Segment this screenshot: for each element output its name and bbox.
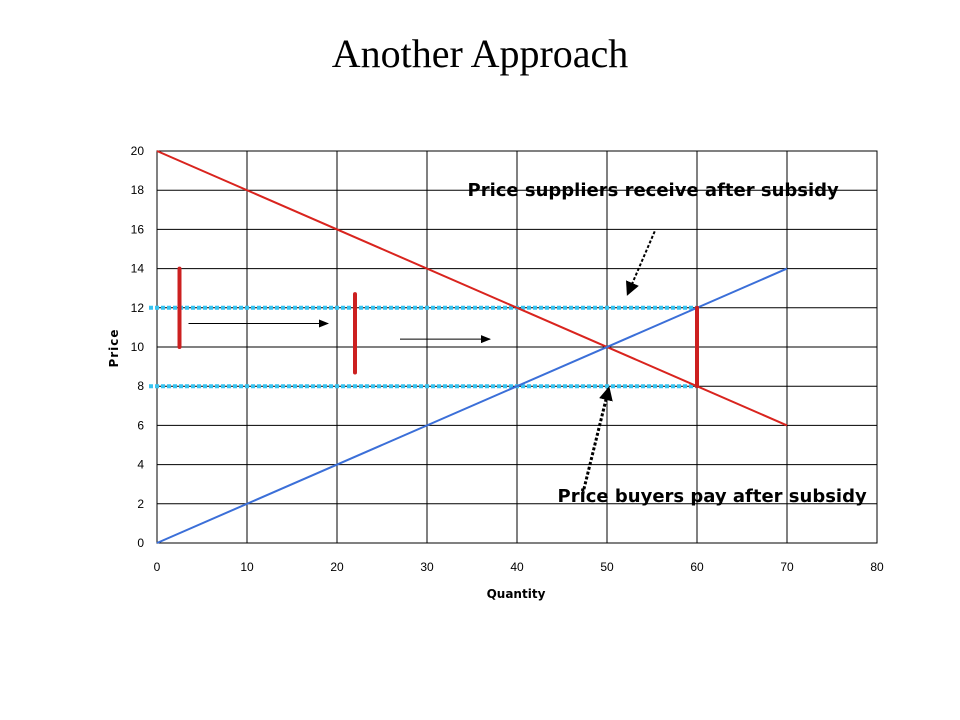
x-tick-label: 20 xyxy=(330,560,344,574)
y-tick-label: 8 xyxy=(137,379,144,393)
y-tick-label: 16 xyxy=(131,222,145,236)
annotation-suppliers: Price suppliers receive after subsidy xyxy=(468,180,840,201)
supply-line xyxy=(156,267,788,544)
annotation-buyers: Price buyers pay after subsidy xyxy=(558,486,867,507)
y-tick-label: 0 xyxy=(137,536,144,550)
y-tick-label: 20 xyxy=(131,144,145,158)
plot-frame xyxy=(156,150,878,544)
demand-line xyxy=(156,150,788,427)
x-axis-label: Quantity xyxy=(487,587,546,601)
y-tick-label: 6 xyxy=(137,418,144,432)
y-axis-label: Price xyxy=(107,328,121,367)
x-tick-label: 30 xyxy=(420,560,434,574)
y-tick-label: 2 xyxy=(137,497,144,511)
x-tick-label: 50 xyxy=(600,560,614,574)
y-tick-label: 14 xyxy=(131,262,145,276)
annotation-arrow xyxy=(581,386,613,495)
slide-title: Another Approach xyxy=(331,31,629,76)
x-tick-label: 0 xyxy=(154,560,161,574)
x-tick-label: 80 xyxy=(870,560,884,574)
x-tick-label: 70 xyxy=(780,560,794,574)
x-tick-label: 60 xyxy=(690,560,704,574)
annotation-arrow xyxy=(626,230,656,296)
x-tick-label: 40 xyxy=(510,560,524,574)
plot-area: 0 10 20 30 40 50 60 70 80 0 2 4 6 8 10 12 14 16 18 20 xyxy=(131,144,884,574)
y-tick-label: 10 xyxy=(131,340,145,354)
x-tick-label: 10 xyxy=(240,560,254,574)
y-tick-label: 12 xyxy=(131,301,145,315)
y-tick-label: 4 xyxy=(137,458,144,472)
y-tick-label: 18 xyxy=(131,183,145,197)
